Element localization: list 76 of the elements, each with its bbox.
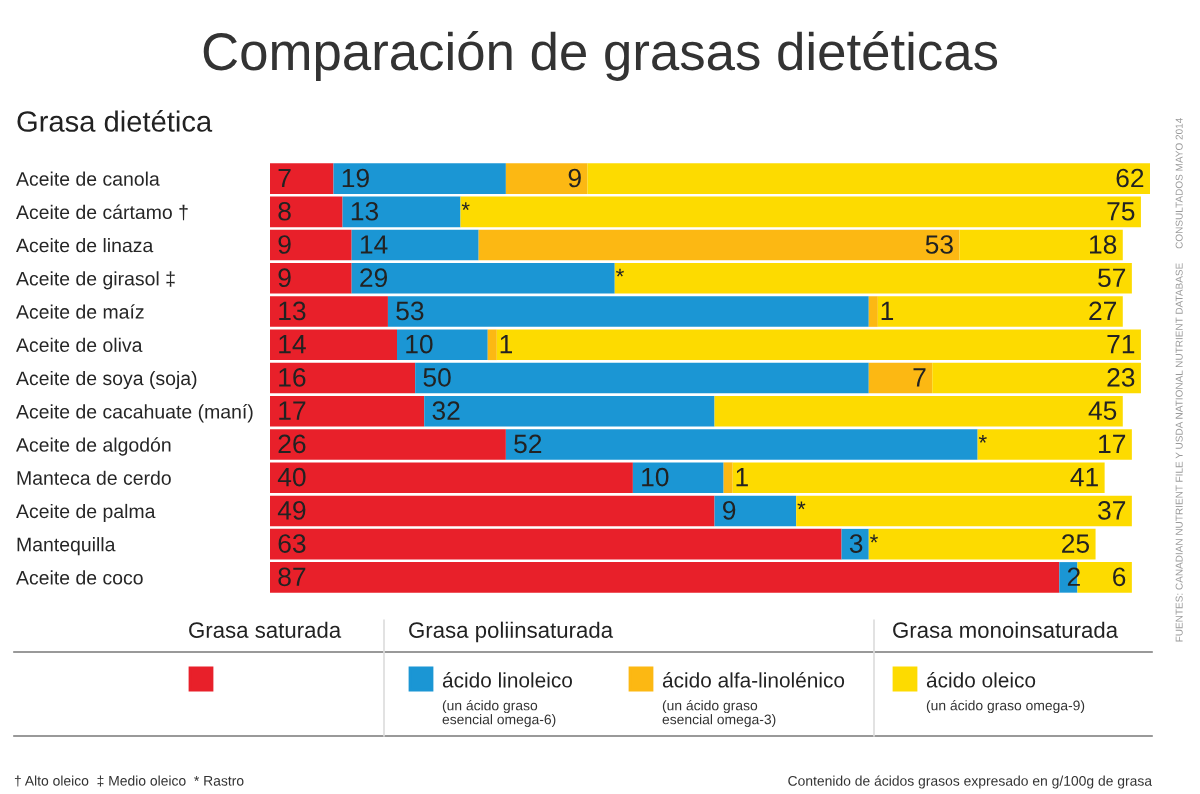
y-tick-label: Aceite de algodón	[16, 437, 171, 456]
text: *	[797, 501, 806, 510]
data-label: 3	[849, 534, 863, 553]
text: *	[616, 268, 624, 277]
y-tick-label: Manteca de cerdo	[17, 470, 171, 485]
legend-label: ácido alfa-linolénico	[662, 672, 845, 688]
text: Grasa monoinsaturada	[893, 621, 1119, 638]
data-label: 75	[1107, 202, 1135, 221]
data-label: 29	[360, 268, 388, 288]
data-label: 52	[514, 434, 542, 454]
data-label: 40	[277, 467, 306, 487]
data-label: 17	[1099, 434, 1126, 453]
text: *	[870, 534, 878, 543]
data-label: 25	[1062, 534, 1090, 553]
data-label: 13	[279, 301, 306, 321]
text: Grasa saturada	[189, 621, 342, 638]
bar	[505, 163, 588, 194]
data-label: 9	[278, 268, 291, 288]
bar	[723, 462, 733, 493]
data-label: 1	[500, 335, 513, 354]
data-label: 9	[278, 235, 291, 254]
y-tick-label: Aceite de coco	[16, 570, 143, 585]
y-axis-title: Grasa dietética	[17, 110, 213, 132]
bar	[487, 329, 497, 361]
data-label: 7	[913, 368, 926, 387]
data-label: 26	[278, 434, 306, 454]
data-label: 32	[432, 401, 460, 420]
data-label: 18	[1090, 235, 1117, 254]
y-tick-label: Aceite de girasol ‡	[16, 271, 175, 290]
data-label: 19	[342, 168, 369, 188]
data-label: 87	[278, 567, 306, 587]
text: *	[461, 202, 470, 211]
data-label: 13	[351, 201, 379, 221]
bar	[868, 362, 933, 394]
data-label: 10	[406, 334, 433, 354]
data-label: 41	[1070, 468, 1098, 487]
data-label: 62	[1116, 168, 1144, 188]
data-label: 63	[278, 534, 306, 553]
data-label: 16	[279, 368, 306, 387]
y-tick-label: Aceite de cacahuate (maní)	[16, 404, 253, 423]
bar	[478, 229, 960, 261]
y-tick-label: Aceite de cártamo †	[16, 204, 188, 221]
data-label: 53	[925, 235, 953, 254]
data-label: 9	[723, 500, 736, 520]
data-label: 7	[278, 168, 291, 188]
y-tick-label: Aceite de palma	[16, 503, 156, 522]
y-tick-label: Aceite de oliva	[16, 337, 143, 353]
chart-title: Comparación de grasas dietéticas	[203, 31, 998, 81]
data-label: 17	[279, 401, 306, 420]
data-label: 49	[277, 500, 306, 520]
data-label: 50	[423, 368, 451, 387]
y-tick-label: Aceite de canola	[16, 171, 160, 186]
data-label: 71	[1107, 335, 1135, 354]
data-label: 1	[736, 468, 748, 487]
data-label: 14	[360, 235, 388, 254]
y-tick-label: Mantequilla	[17, 537, 116, 556]
data-label: 57	[1098, 268, 1126, 288]
bar	[868, 296, 878, 327]
data-label: 9	[568, 168, 581, 188]
data-label: 6	[1113, 567, 1126, 587]
data-label: 37	[1098, 500, 1126, 520]
text: Grasa poliinsaturada	[409, 621, 614, 643]
data-label: 8	[278, 201, 291, 221]
data-label: 10	[642, 467, 669, 487]
y-tick-label: Aceite de linaza	[16, 238, 154, 253]
data-label: 53	[396, 301, 424, 321]
legend-label: ácido oleico	[926, 672, 1036, 688]
legend-label: ácido linoleico	[442, 672, 572, 688]
data-label: 1	[881, 301, 894, 321]
text: *	[978, 434, 987, 443]
y-tick-label: Aceite de soya (soja)	[16, 370, 197, 390]
data-label: 23	[1107, 368, 1135, 387]
y-tick-label: Aceite de maíz	[16, 304, 144, 319]
data-label: 27	[1089, 301, 1117, 321]
data-label: 45	[1088, 401, 1117, 420]
data-label: 14	[279, 335, 306, 354]
